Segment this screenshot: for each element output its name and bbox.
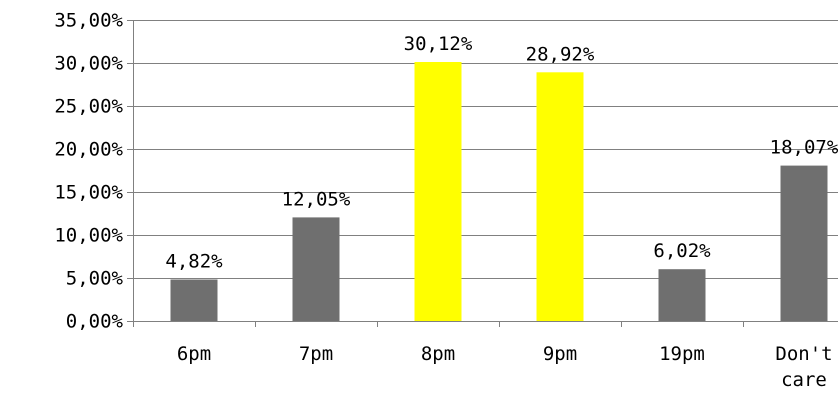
bar	[170, 279, 218, 321]
data-label: 4,82%	[165, 251, 223, 273]
x-tick-label: 19pm	[659, 343, 705, 365]
x-axis-ticks: 6pm 7pm 8pm 9pm 19pm Don't care	[133, 321, 833, 391]
axes	[133, 20, 838, 322]
bar	[780, 165, 828, 321]
data-label: 6,02%	[653, 240, 711, 262]
data-label: 28,92%	[526, 43, 595, 65]
y-tick-label: 10,00%	[54, 225, 123, 247]
y-tick-label: 35,00%	[54, 10, 123, 32]
x-tick-label: 9pm	[543, 343, 577, 365]
y-tick-label: 20,00%	[54, 139, 123, 161]
bar	[536, 72, 584, 321]
data-label: 30,12%	[404, 33, 473, 55]
data-label: 18,07%	[770, 137, 838, 159]
bar	[292, 217, 340, 321]
x-tick-label: 6pm	[177, 343, 211, 365]
x-tick-label: 7pm	[299, 343, 333, 365]
bar	[414, 62, 462, 321]
y-tick-label: 15,00%	[54, 182, 123, 204]
y-tick-label: 30,00%	[54, 53, 123, 75]
data-label: 12,05%	[282, 188, 351, 210]
x-tick-label: 8pm	[421, 343, 455, 365]
data-labels: 4,82% 12,05% 30,12% 28,92% 6,02% 18,07%	[165, 33, 838, 273]
y-axis-ticks: 0,00% 5,00% 10,00% 15,00% 20,00% 25,00% 30,00%…	[54, 10, 133, 333]
bars	[170, 62, 828, 321]
x-tick-label: Don't care	[775, 343, 832, 391]
bar	[658, 269, 706, 321]
y-tick-label: 25,00%	[54, 96, 123, 118]
y-tick-label: 5,00%	[66, 268, 124, 290]
gridlines	[133, 20, 838, 279]
y-tick-label: 0,00%	[66, 311, 124, 333]
